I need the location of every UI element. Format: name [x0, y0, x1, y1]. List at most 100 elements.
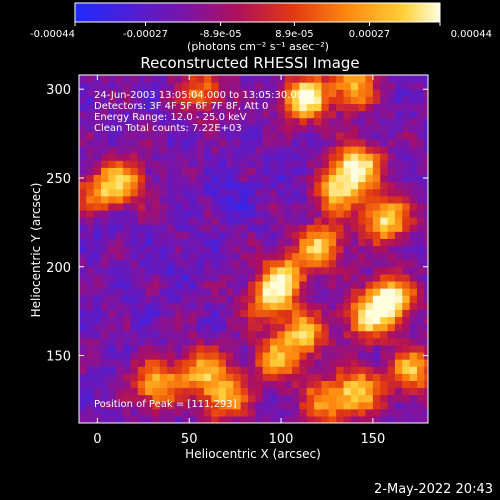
heatmap-cell: [137, 131, 146, 140]
heatmap-cell: [380, 387, 389, 396]
heatmap-cell: [424, 337, 428, 346]
heatmap-cell: [365, 181, 374, 190]
heatmap-cell: [181, 138, 190, 147]
heatmap-cell: [203, 124, 212, 133]
heatmap-cell: [203, 89, 212, 97]
heatmap-cell: [402, 224, 411, 232]
heatmap-cell: [240, 110, 249, 119]
heatmap-cell: [93, 209, 102, 218]
heatmap-cell: [314, 181, 323, 190]
heatmap-cell: [225, 209, 234, 218]
heatmap-cell: [306, 316, 315, 325]
heatmap-cell: [328, 202, 337, 211]
heatmap-cell: [255, 138, 264, 147]
heatmap-cell: [167, 387, 176, 396]
heatmap-cell: [387, 82, 396, 90]
heatmap-cell: [255, 387, 264, 396]
heatmap-cell: [159, 181, 168, 190]
heatmap-cell: [233, 401, 242, 410]
heatmap-cell: [255, 131, 264, 140]
heatmap-cell: [255, 96, 264, 105]
heatmap-cell: [409, 181, 418, 190]
heatmap-cell: [409, 280, 418, 289]
heatmap-cell: [365, 295, 374, 303]
heatmap-cell: [130, 273, 139, 282]
heatmap-cell: [328, 259, 337, 268]
heatmap-cell: [424, 280, 428, 289]
heatmap-cell: [343, 138, 352, 147]
heatmap-cell: [292, 302, 301, 310]
heatmap-cell: [409, 153, 418, 161]
heatmap-cell: [343, 344, 352, 353]
heatmap-cell: [123, 330, 132, 339]
heatmap-cell: [225, 330, 234, 339]
heatmap-cell: [277, 167, 286, 176]
heatmap-cell: [79, 181, 87, 190]
heatmap-cell: [277, 117, 286, 126]
heatmap-cell: [314, 288, 323, 296]
heatmap-cell: [372, 259, 381, 268]
heatmap-cell: [174, 103, 183, 112]
heatmap-cell: [145, 117, 154, 126]
heatmap-cell: [247, 138, 256, 147]
heatmap-cell: [225, 195, 234, 204]
heatmap-cell: [350, 280, 359, 289]
heatmap-cell: [394, 188, 403, 197]
heatmap-cell: [159, 131, 168, 140]
heatmap-cell: [152, 266, 161, 275]
heatmap-cell: [284, 131, 293, 140]
heatmap-cell: [93, 245, 102, 254]
heatmap-cell: [409, 224, 418, 232]
heatmap-cell: [211, 153, 220, 161]
heatmap-cell: [402, 259, 411, 268]
heatmap-cell: [211, 337, 220, 346]
heatmap-cell: [284, 273, 293, 282]
heatmap-cell: [424, 245, 428, 254]
heatmap-cell: [336, 131, 345, 140]
heatmap-cell: [203, 351, 212, 360]
heatmap-cell: [358, 160, 367, 168]
heatmap-cell: [255, 273, 264, 282]
heatmap-cell: [108, 181, 117, 190]
heatmap-cell: [240, 146, 249, 154]
heatmap-cell: [247, 330, 256, 339]
heatmap-cell: [152, 110, 161, 119]
heatmap-cell: [211, 195, 220, 204]
heatmap-cell: [137, 224, 146, 232]
heatmap-cell: [358, 373, 367, 381]
heatmap-cell: [284, 181, 293, 190]
heatmap-cell: [394, 138, 403, 147]
heatmap-cell: [181, 280, 190, 289]
heatmap-cell: [196, 103, 205, 112]
heatmap-cell: [233, 231, 242, 239]
heatmap-cell: [115, 359, 124, 367]
heatmap-cell: [152, 174, 161, 183]
heatmap-cell: [292, 103, 301, 112]
heatmap-cell: [336, 174, 345, 183]
heatmap-cell: [123, 252, 132, 261]
heatmap-cell: [137, 181, 146, 190]
heatmap-cell: [321, 89, 330, 97]
heatmap-cell: [167, 359, 176, 367]
heatmap-cell: [86, 167, 95, 176]
heatmap-cell: [123, 117, 132, 126]
heatmap-cell: [394, 75, 403, 83]
heatmap-cell: [159, 295, 168, 303]
heatmap-cell: [86, 89, 95, 97]
heatmap-cell: [380, 337, 389, 346]
heatmap-cell: [137, 387, 146, 396]
heatmap-cell: [277, 394, 286, 403]
heatmap-cell: [167, 366, 176, 374]
heatmap-cell: [174, 323, 183, 332]
heatmap-cell: [402, 288, 411, 296]
heatmap-cell: [174, 160, 183, 168]
heatmap-cell: [277, 209, 286, 218]
heatmap-cell: [233, 103, 242, 112]
heatmap-cell: [130, 75, 139, 83]
heatmap-cell: [387, 245, 396, 254]
heatmap-cell: [284, 408, 293, 417]
y-tick-label: 250: [46, 172, 71, 187]
heatmap-cell: [79, 82, 87, 90]
heatmap-cell: [159, 110, 168, 119]
heatmap-cell: [225, 323, 234, 332]
